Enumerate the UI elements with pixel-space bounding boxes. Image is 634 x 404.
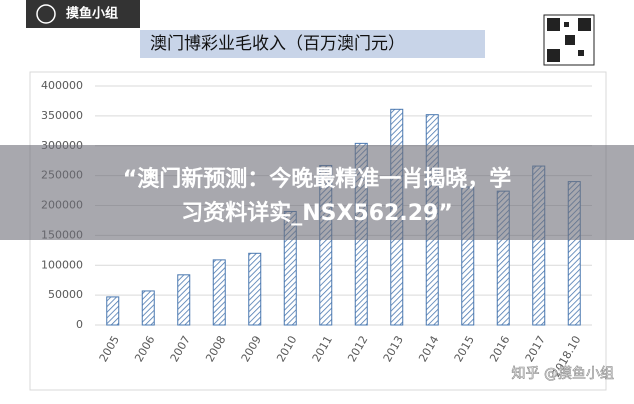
- y-tick-label: 400000: [41, 79, 83, 92]
- banner-line: 习资料详实_NSX562.29”: [181, 200, 453, 226]
- y-tick-label: 0: [76, 318, 83, 331]
- bar: [141, 290, 155, 326]
- chart-title: 澳门博彩业毛收入（百万澳门元）: [150, 34, 405, 54]
- logo-icon: [36, 4, 56, 24]
- watermark: 知乎 @摸鱼小组: [512, 365, 614, 382]
- banner-line: “澳门新预测：今晚最精准一肖揭晓，学: [123, 166, 511, 192]
- y-tick-label: 100000: [41, 258, 83, 271]
- title-box: [140, 30, 485, 58]
- bar: [248, 252, 262, 326]
- bar: [177, 274, 191, 326]
- bar: [212, 259, 226, 326]
- y-tick-label: 50000: [48, 288, 83, 301]
- y-tick-label: 350000: [41, 109, 83, 122]
- qr-code: [543, 14, 595, 66]
- bar: [106, 296, 120, 326]
- logo-text: 摸鱼小组: [66, 6, 118, 22]
- banner-band: [0, 145, 634, 240]
